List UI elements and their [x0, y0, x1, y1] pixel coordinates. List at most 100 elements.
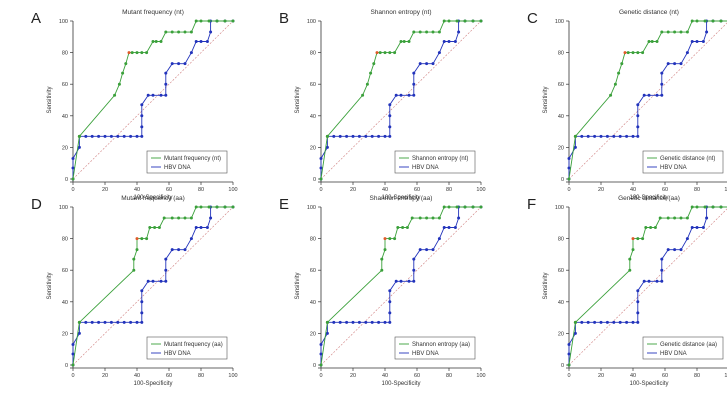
data-point — [471, 205, 475, 209]
data-point — [455, 205, 459, 209]
data-point — [319, 166, 323, 170]
data-point — [573, 145, 577, 149]
data-point — [660, 279, 664, 283]
data-point — [113, 93, 117, 97]
data-point — [405, 226, 409, 230]
data-point — [455, 19, 459, 23]
data-point — [388, 125, 392, 129]
data-point — [319, 363, 323, 367]
data-point — [666, 216, 670, 220]
legend-label: HBV DNA — [660, 165, 687, 171]
data-point — [383, 320, 387, 324]
data-point — [412, 82, 416, 86]
x-tick-label: 20 — [350, 373, 356, 379]
roc-panel-c: C Genetic distance (nt) 0 20 40 60 80 100 0 20 40 6… — [527, 9, 727, 201]
x-tick-label: 20 — [598, 373, 604, 379]
data-point — [412, 279, 416, 283]
data-point — [666, 30, 670, 34]
data-point — [412, 30, 416, 34]
data-point — [647, 93, 651, 97]
data-point — [345, 320, 349, 324]
data-point — [84, 320, 88, 324]
x-tick-label: 60 — [662, 187, 668, 193]
data-point — [162, 216, 166, 220]
data-point — [695, 40, 699, 44]
data-point — [159, 40, 163, 44]
data-point — [129, 320, 133, 324]
data-point — [140, 51, 144, 55]
data-point — [703, 205, 707, 209]
data-point — [194, 19, 198, 23]
data-point — [140, 125, 144, 129]
data-point — [653, 226, 657, 230]
data-point — [636, 114, 640, 118]
data-point — [690, 205, 694, 209]
data-point — [685, 51, 689, 55]
legend-box — [394, 336, 476, 360]
data-point — [159, 279, 163, 283]
data-point — [140, 311, 144, 315]
chart-title: Genetic distance (aa) — [618, 195, 680, 202]
data-point — [148, 226, 152, 230]
cutoff-point — [127, 51, 131, 55]
data-point — [586, 134, 590, 138]
data-point — [705, 216, 709, 220]
cutoff-point — [383, 237, 387, 241]
data-point — [437, 51, 441, 55]
data-point — [612, 320, 616, 324]
y-tick-label: 60 — [310, 82, 316, 88]
panel-letter: B — [279, 10, 289, 27]
data-point — [660, 93, 664, 97]
reference-diagonal-line — [320, 20, 482, 180]
x-tick-label: 40 — [630, 373, 636, 379]
data-point — [153, 226, 157, 230]
data-point — [425, 216, 429, 220]
data-point — [612, 134, 616, 138]
data-point — [425, 30, 429, 34]
data-point — [388, 311, 392, 315]
data-point — [457, 30, 461, 34]
x-tick-label: 80 — [694, 373, 700, 379]
y-tick-label: 100 — [59, 19, 68, 25]
data-point — [636, 51, 640, 55]
data-point — [418, 62, 422, 66]
data-point — [580, 320, 584, 324]
y-tick-label: 0 — [65, 363, 68, 369]
series-line-marker — [72, 206, 233, 366]
data-point — [145, 237, 149, 241]
data-point — [442, 19, 446, 23]
reference-diagonal-line — [72, 20, 234, 180]
data-point — [357, 320, 361, 324]
data-point — [620, 62, 624, 66]
x-tick-label: 100 — [228, 187, 237, 193]
data-point — [332, 134, 336, 138]
data-point — [183, 248, 187, 252]
data-point — [618, 134, 622, 138]
data-point — [685, 30, 689, 34]
data-point — [189, 216, 193, 220]
series-line-marker — [320, 206, 481, 366]
y-tick-label: 100 — [555, 19, 564, 25]
data-point — [388, 289, 392, 293]
data-point — [140, 134, 144, 138]
data-point — [636, 289, 640, 293]
y-axis-label: Sensitivity — [543, 86, 549, 113]
data-point — [711, 19, 715, 23]
legend-box — [146, 150, 228, 174]
data-point — [199, 205, 203, 209]
data-point — [377, 320, 381, 324]
data-point — [609, 93, 613, 97]
data-point — [580, 134, 584, 138]
data-point — [463, 19, 467, 23]
data-point — [319, 342, 323, 346]
legend-label: Shannon entropy (aa) — [412, 342, 470, 348]
series-line-marker — [568, 206, 727, 366]
data-point — [407, 279, 411, 283]
data-point — [673, 248, 677, 252]
data-point — [199, 19, 203, 23]
x-tick-label: 20 — [598, 187, 604, 193]
data-point — [388, 300, 392, 304]
y-tick-label: 40 — [310, 300, 316, 306]
data-point — [690, 40, 694, 44]
data-point — [209, 30, 213, 34]
